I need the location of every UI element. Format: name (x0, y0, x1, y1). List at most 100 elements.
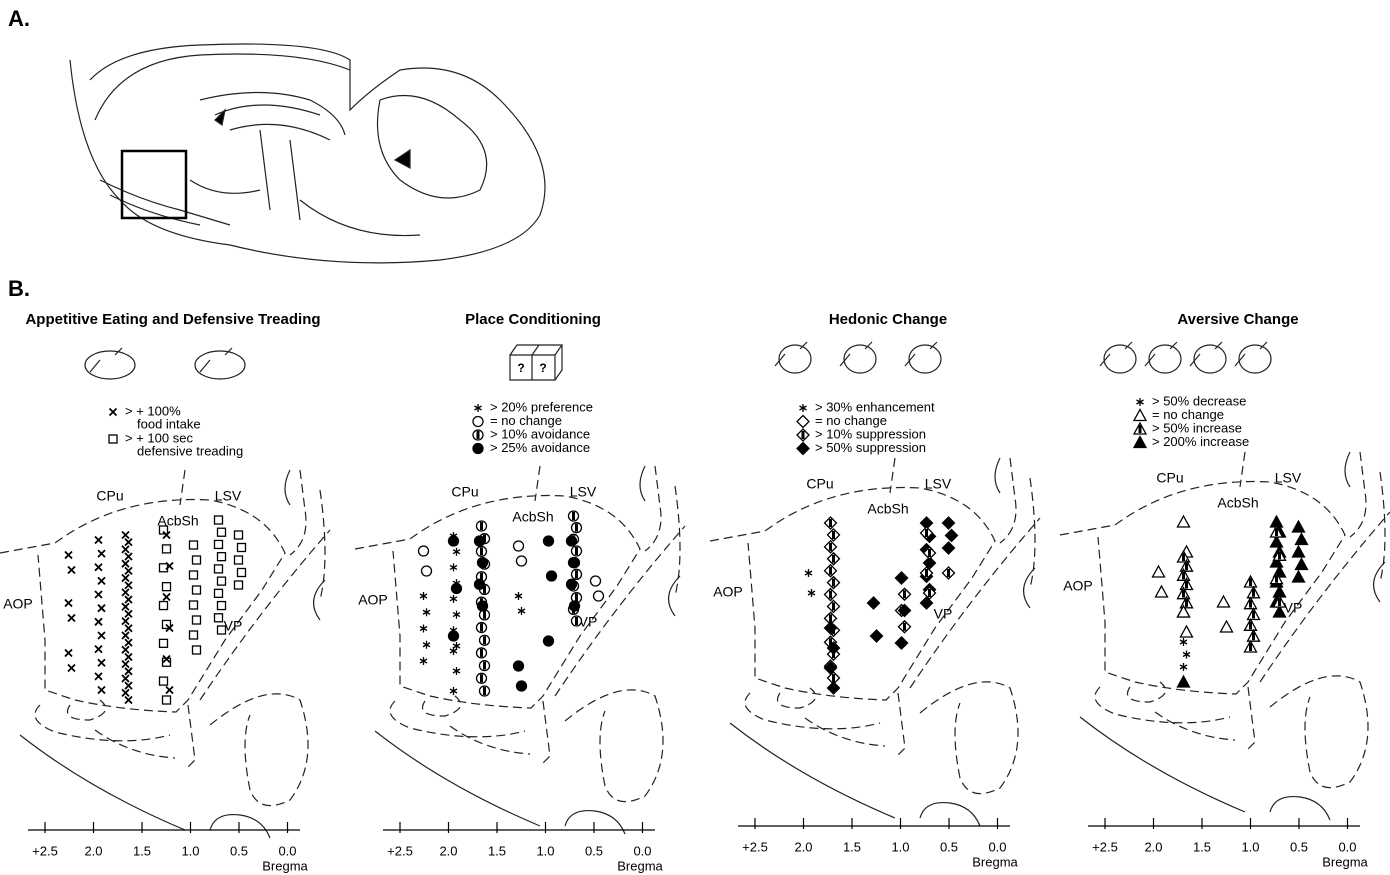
marker (163, 583, 171, 591)
marker (800, 404, 807, 412)
region-label: AOP (358, 592, 388, 608)
region-label: LSV (925, 476, 952, 492)
axis-tick-label: +2.5 (387, 843, 413, 858)
marker (1178, 676, 1190, 687)
marker (420, 657, 427, 665)
axis-tick-label: 0.0 (633, 843, 651, 858)
marker (943, 517, 955, 529)
marker (797, 443, 809, 455)
animal-icon (1104, 345, 1136, 373)
marker (238, 544, 246, 552)
marker (98, 659, 105, 666)
icons (85, 348, 245, 379)
marker (125, 639, 132, 646)
markers (419, 511, 604, 696)
marker (570, 601, 580, 611)
marker (160, 602, 168, 610)
marker (98, 550, 105, 557)
marker (190, 541, 198, 549)
marker (125, 539, 132, 546)
outline (710, 488, 995, 700)
axis-tick-label: 0.5 (940, 839, 958, 854)
axis-tick-label: 1.5 (843, 839, 861, 854)
icon-text: ? (539, 361, 546, 375)
marker (125, 682, 132, 689)
marker (1178, 516, 1190, 527)
marker (1293, 571, 1305, 582)
animal-icon (1194, 345, 1226, 373)
axis-tick-label: +2.5 (742, 839, 768, 854)
marker (98, 632, 105, 639)
marker (193, 586, 201, 594)
marker (122, 661, 129, 668)
marker (514, 541, 524, 551)
animal-icon (909, 345, 941, 373)
axis-tick-label: 1.0 (891, 839, 909, 854)
marker (518, 607, 525, 615)
marker (450, 595, 457, 603)
marker (122, 589, 129, 596)
axis-tick-label: 2.0 (1144, 839, 1162, 854)
marker (190, 631, 198, 639)
marker (166, 687, 173, 694)
marker (828, 682, 840, 694)
axis-tick-label: 2.0 (439, 843, 457, 858)
axis-label: Bregma (972, 854, 1018, 869)
marker (896, 637, 908, 649)
marker (1181, 626, 1193, 637)
axis-label: Bregma (1322, 854, 1368, 869)
marker (110, 409, 117, 416)
marker (122, 603, 129, 610)
marker (594, 591, 604, 601)
panel: Place Conditioning??> 20% preference= no… (355, 311, 685, 873)
marker (65, 650, 72, 657)
axis-tick-label: 1.0 (1241, 839, 1259, 854)
axis-tick-label: 0.0 (278, 843, 296, 858)
marker (1156, 586, 1168, 597)
marker (160, 677, 168, 685)
marker (805, 569, 812, 577)
panels: Appetitive Eating and Defensive Treading… (0, 311, 1390, 873)
marker (160, 564, 168, 572)
region-label: CPu (806, 476, 833, 492)
icons (1100, 342, 1271, 373)
icon-text: ? (517, 361, 524, 375)
marker (95, 564, 102, 571)
marker (193, 556, 201, 564)
marker (193, 646, 201, 654)
marker (98, 605, 105, 612)
marker (68, 615, 75, 622)
axis-tick-label: 1.5 (488, 843, 506, 858)
panel-title: Hedonic Change (829, 311, 947, 328)
marker (1221, 621, 1233, 632)
marker (544, 536, 554, 546)
marker (218, 626, 226, 634)
axis-label: Bregma (262, 858, 308, 873)
marker (125, 697, 132, 704)
region-label: VP (1284, 600, 1303, 616)
marker (125, 668, 132, 675)
animal-icon (1239, 345, 1271, 373)
panel: Hedonic Change> 30% enhancement= no chan… (710, 311, 1040, 869)
region-label: LSV (215, 488, 242, 504)
marker (125, 567, 132, 574)
marker (163, 594, 170, 601)
marker (1218, 596, 1230, 607)
marker (122, 532, 129, 539)
marker (1137, 398, 1144, 406)
axis-label: Bregma (617, 858, 663, 873)
marker (218, 602, 226, 610)
marker (125, 596, 132, 603)
region-label: AOP (713, 584, 743, 600)
axis-tick-label: 1.5 (1193, 839, 1211, 854)
marker (943, 542, 955, 554)
axis-tick-label: +2.5 (32, 843, 58, 858)
panel-title: Place Conditioning (465, 311, 601, 328)
marker (591, 576, 601, 586)
marker (478, 558, 488, 568)
marker (1134, 437, 1146, 448)
marker (125, 653, 132, 660)
sagittal-brain (70, 44, 545, 263)
marker (868, 597, 880, 609)
marker (160, 639, 168, 647)
